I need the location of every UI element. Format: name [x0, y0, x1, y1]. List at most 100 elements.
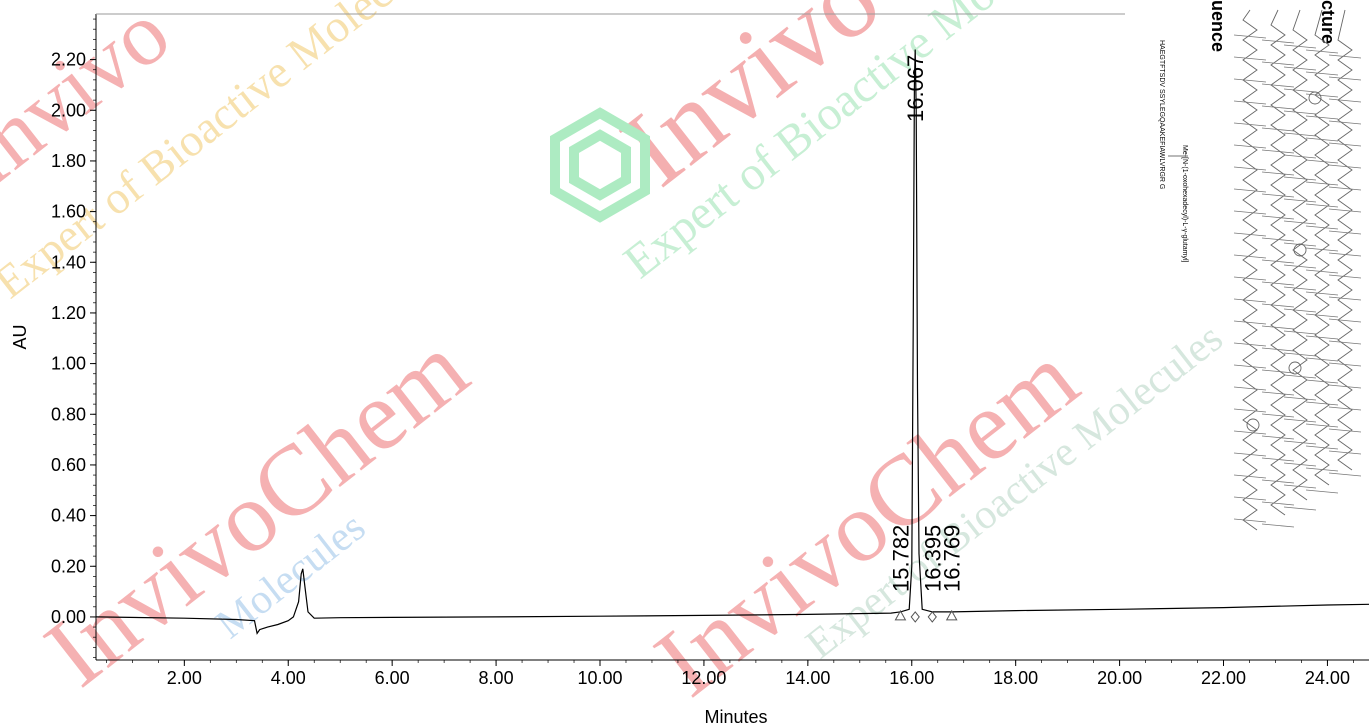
structure-bond: [1283, 154, 1317, 159]
structure-bond: [1328, 186, 1362, 191]
axes: 2.00 4.00 6.00 8.00 10.00 12.00 14.00 16.00 18.0…: [10, 13, 1369, 726]
structure-chain-3: [1314, 9, 1330, 486]
structure-bond: [1328, 362, 1362, 367]
structure-chain-0: [1242, 9, 1258, 531]
structure-bond: [1305, 489, 1339, 494]
structure-bond: [1305, 357, 1339, 362]
peak-marker-3: [945, 609, 958, 621]
structure-bond: [1233, 452, 1267, 457]
structure-bond: [1233, 78, 1267, 83]
structure-bond: [1305, 93, 1339, 98]
structure-bond: [1233, 298, 1267, 303]
structure-bond: [1261, 83, 1295, 88]
structure-bond: [1283, 198, 1317, 203]
structure-bond: [1261, 479, 1295, 484]
structure-bond: [1283, 308, 1317, 313]
structure-ring-1: [1288, 361, 1302, 375]
structure-bond: [1283, 132, 1317, 137]
structure-bond: [1233, 144, 1267, 149]
structure-bond: [1305, 269, 1339, 274]
structure-bond: [1261, 501, 1295, 506]
structure-bond: [1233, 34, 1267, 39]
structure-bond: [1305, 291, 1339, 296]
structure-bond: [1283, 286, 1317, 291]
y-tick-label-10: 2.00: [51, 100, 86, 120]
structure-bond: [1328, 472, 1362, 477]
structure-bond: [1233, 364, 1267, 369]
structure-bond: [1305, 203, 1339, 208]
structure-bond: [1261, 391, 1295, 396]
structure-bond: [1233, 122, 1267, 127]
structure-chain-2: [1292, 9, 1308, 501]
x-tick-label-3: 8.00: [479, 668, 514, 688]
structure-bond: [1305, 335, 1339, 340]
structure-bond: [1233, 408, 1267, 413]
structure-bond: [1261, 259, 1295, 264]
structure-bond: [1283, 462, 1317, 467]
sequence-line-2: HAEGTFTSDV SSYLEGQAAKEFIAWLVRGR G: [1158, 40, 1165, 189]
structure-ring-3: [1293, 243, 1307, 257]
y-tick-label-4: 0.80: [51, 404, 86, 424]
x-tick-label-1: 4.00: [271, 668, 306, 688]
y-tick-label-7: 1.40: [51, 252, 86, 272]
structure-bond: [1233, 320, 1267, 325]
structure-bond: [1261, 347, 1295, 352]
x-tick-label-2: 6.00: [375, 668, 410, 688]
structure-bond: [1305, 467, 1339, 472]
structure-bond: [1261, 413, 1295, 418]
structure-bond: [1328, 252, 1362, 257]
structure-bond: [1261, 369, 1295, 374]
chromatogram-trace: [95, 49, 1369, 635]
structure-bond: [1328, 406, 1362, 411]
y-tick-label-6: 1.20: [51, 303, 86, 323]
structure-bond: [1233, 342, 1267, 347]
x-tick-label-7: 16.00: [889, 668, 934, 688]
y-ticks: 0.00 0.20 0.40 0.60 0.80 1.00 1.20 1.40 1.60 1.80…: [51, 18, 96, 658]
structure-bond: [1328, 340, 1362, 345]
structure-bond: [1283, 110, 1317, 115]
structure-bond: [1283, 66, 1317, 71]
structure-bond: [1261, 237, 1295, 242]
structure-bond: [1261, 171, 1295, 176]
y-tick-label-5: 1.00: [51, 354, 86, 374]
structure-bond: [1233, 100, 1267, 105]
structure-bond: [1328, 428, 1362, 433]
peak-label-2: 16.395: [920, 525, 945, 592]
structure-bond: [1283, 440, 1317, 445]
structure-title: cture: [1318, 0, 1338, 44]
x-tick-label-9: 20.00: [1097, 668, 1142, 688]
y-tick-label-2: 0.40: [51, 506, 86, 526]
structure-chain-1: [1270, 9, 1286, 516]
structure-bond: [1233, 210, 1267, 215]
structure-bond: [1305, 225, 1339, 230]
structure-bond: [1305, 71, 1339, 76]
x-tick-label-5: 12.00: [681, 668, 726, 688]
structure-bond: [1328, 274, 1362, 279]
x-tick-label-10: 22.00: [1201, 668, 1246, 688]
structure-bond: [1328, 296, 1362, 301]
peak-label-1: 16.067: [903, 55, 928, 122]
structure-bond: [1328, 98, 1362, 103]
structure-bond: [1233, 430, 1267, 435]
structure-bond: [1233, 386, 1267, 391]
structure-bond: [1261, 215, 1295, 220]
structure-bond: [1305, 379, 1339, 384]
structure-bond: [1261, 39, 1295, 44]
structure-bond: [1233, 518, 1267, 523]
watermark-logo-icon: [550, 107, 650, 223]
structure-bond: [1328, 142, 1362, 147]
peak-marker-1: [910, 611, 920, 623]
peak-marker-2: [927, 611, 937, 623]
structure-bond: [1328, 230, 1362, 235]
structure-bond: [1261, 105, 1295, 110]
molecule-structure-drawing: [1233, 9, 1362, 531]
structure-bond: [1283, 176, 1317, 181]
structure-bond: [1261, 303, 1295, 308]
structure-bond: [1261, 435, 1295, 440]
structure-bond: [1283, 352, 1317, 357]
x-ticks: 2.00 4.00 6.00 8.00 10.00 12.00 14.00 16.00 18.0…: [106, 660, 1354, 688]
structure-bond: [1261, 325, 1295, 330]
structure-bond: [1328, 164, 1362, 169]
structure-bond: [1305, 181, 1339, 186]
